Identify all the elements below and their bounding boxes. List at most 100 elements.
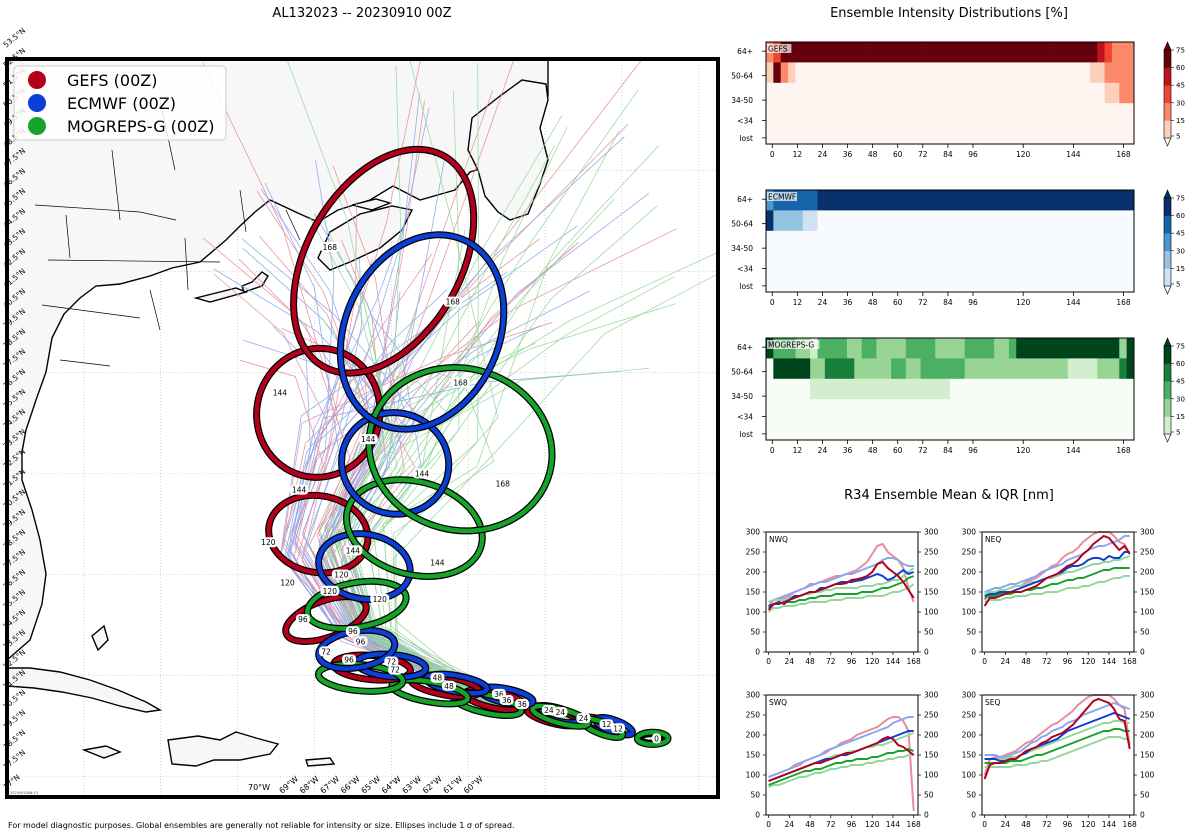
r34-y-label-right: 100 [924, 608, 939, 617]
r34-y-label-right: 250 [1140, 548, 1155, 557]
heatmap-cell [1038, 271, 1047, 293]
heatmap-cell [1119, 210, 1128, 232]
heatmap-cell [1089, 123, 1098, 145]
colorbar-segment [1164, 233, 1171, 252]
mogreps-ellipse-48h [389, 677, 470, 707]
heatmap-cell [795, 62, 804, 84]
heatmap-cell [905, 251, 914, 272]
heatmap-cell [839, 42, 848, 63]
hour-label-bg [441, 680, 456, 691]
heatmap-cell [1082, 190, 1091, 211]
r34-y-label-right: 250 [924, 548, 939, 557]
gefs-legend-marker [28, 71, 46, 89]
heatmap-cell [846, 62, 855, 84]
heatmap-x-label: 96 [968, 150, 978, 159]
heatmap-cell [942, 123, 951, 145]
mogreps-ellipse-96h [305, 579, 409, 631]
heatmap-cell [1008, 190, 1017, 211]
heatmap-cell [1075, 190, 1083, 211]
heatmap-cell [1053, 210, 1061, 232]
heatmap-cell [861, 399, 870, 420]
heatmap-cell [898, 338, 907, 359]
heatmap-cell [1075, 62, 1083, 84]
hour-label-bg [295, 614, 310, 625]
heatmap-cell [869, 82, 877, 104]
heatmap-name-bg [767, 340, 820, 349]
heatmap-cell [810, 82, 818, 104]
bahamas-andros [91, 624, 109, 652]
heatmap-cell [972, 251, 980, 272]
heatmap-cell [846, 103, 855, 124]
heatmap-cell [876, 251, 885, 272]
heatmap-cell [854, 378, 863, 400]
gefs-hour-label: 144 [273, 389, 288, 398]
heatmap-cell [832, 358, 840, 380]
heatmap-cell [1097, 419, 1105, 441]
heatmap-cell [1001, 123, 1010, 145]
heatmap-cell [957, 103, 966, 124]
heatmap-cell [905, 338, 914, 359]
heatmap-cell [766, 103, 774, 124]
heatmap-cell [839, 123, 848, 145]
heatmap-cell [1030, 103, 1039, 124]
hour-label-bg [289, 484, 309, 495]
heatmap-cell [905, 419, 914, 441]
heatmap-cell [773, 358, 782, 380]
heatmap-cell [810, 42, 818, 63]
heatmap-cell [927, 210, 936, 232]
heatmap-cell [1097, 103, 1105, 124]
r34-x-label: 24 [785, 820, 795, 829]
heatmap-cell [780, 358, 789, 380]
heatmap-cell [1023, 271, 1032, 293]
mogreps-legend-marker [28, 117, 46, 135]
heatmap-name-bg [767, 44, 792, 53]
heatmap-cell [766, 210, 774, 232]
heatmap-cell [898, 190, 907, 211]
heatmap-cell [832, 338, 840, 359]
heatmap-cell [846, 399, 855, 420]
heatmap-cell [846, 271, 855, 293]
heatmap-cell [1089, 271, 1098, 293]
ecmwf-ellipse-168h [338, 232, 507, 432]
colorbar-tick-label: 30 [1176, 99, 1185, 107]
heatmap-cell [1038, 82, 1047, 104]
gefs-hour-label: 120 [280, 579, 295, 588]
heatmap-cell [1023, 230, 1032, 252]
heatmap-cell [913, 210, 921, 232]
heatmap-cell [788, 123, 796, 145]
heatmap-cell [766, 378, 774, 400]
heatmap-cell [1067, 190, 1076, 211]
heatmap-cell [950, 378, 958, 400]
heatmap-cell [994, 103, 1002, 124]
heatmap-cell [1023, 210, 1032, 232]
heatmap-cell [964, 399, 973, 420]
heatmap-cell [773, 251, 782, 272]
heatmap-cell [1097, 271, 1105, 293]
heatmap-cell [788, 230, 796, 252]
heatmap-cell [891, 378, 899, 400]
heatmap-cell [927, 62, 936, 84]
heatmap-cell [869, 190, 877, 211]
heatmap-cell [1045, 251, 1054, 272]
r34-x-label: 144 [1102, 657, 1117, 666]
mogreps-hour-label: 0 [654, 734, 659, 743]
heatmap-cell [861, 210, 870, 232]
heatmap-cell [1023, 419, 1032, 441]
r34-y-label-left: 300 [746, 691, 761, 700]
heatmap-cell [964, 210, 973, 232]
heatmap-cell [898, 399, 907, 420]
heatmap-cell [795, 103, 804, 124]
heatmap-row-label: 64+ [737, 343, 753, 352]
mogreps-hour-label: 36 [517, 700, 527, 709]
hour-label-bg [430, 672, 445, 683]
heatmap-cell [1053, 338, 1061, 359]
r34-iqr-mogreps-lo [984, 736, 1130, 768]
heatmap-cell [979, 210, 988, 232]
heatmap-cell [913, 271, 921, 293]
heatmap-cell [1111, 123, 1120, 145]
heatmap-cell [846, 82, 855, 104]
heatmap-cell [957, 82, 966, 104]
heatmap-cell [1126, 338, 1135, 359]
r34-y-label-left: 300 [962, 691, 977, 700]
heatmap-cell [1030, 62, 1039, 84]
